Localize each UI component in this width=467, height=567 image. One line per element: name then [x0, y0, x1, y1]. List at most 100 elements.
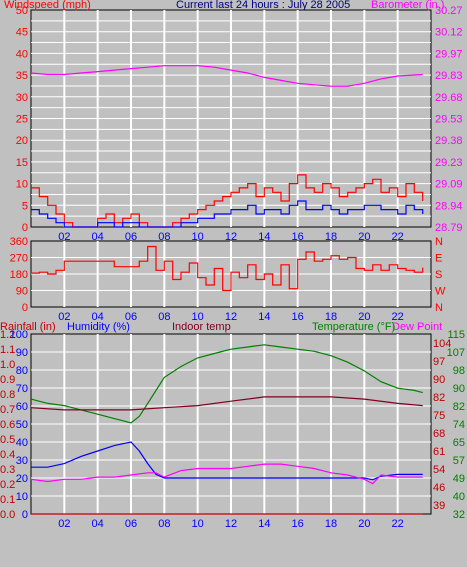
rain-tick-label: 0.0 — [0, 509, 15, 521]
rain-tick-label: 0.2 — [0, 479, 15, 491]
y-tick-label: W — [435, 286, 446, 298]
x-tick-label: 04 — [92, 231, 104, 243]
x-tick-label: 14 — [258, 311, 270, 323]
y-tick-label: 180 — [10, 269, 28, 281]
y-tick-label: 30 — [16, 92, 28, 104]
temp-tick-label-alt: 54 — [433, 464, 445, 476]
x-tick-label: 02 — [58, 518, 70, 530]
indoor-temp-legend: Indoor temp — [172, 321, 231, 333]
temp-tick-label-alt: 90 — [433, 374, 445, 386]
x-tick-label: 18 — [325, 231, 337, 243]
y-tick-label: 29.68 — [435, 92, 463, 104]
rainfall-legend: Rainfall (in) — [0, 321, 56, 333]
x-tick-label: 18 — [325, 311, 337, 323]
x-tick-label: 14 — [258, 231, 270, 243]
y-tick-label: 5 — [22, 200, 28, 212]
x-tick-label: 02 — [58, 231, 70, 243]
y-tick-label: 29.23 — [435, 157, 463, 169]
temp-tick-label: 57 — [453, 455, 465, 467]
x-tick-label: 10 — [192, 518, 204, 530]
x-tick-label: 12 — [225, 518, 237, 530]
rain-tick-label: 1.0 — [0, 359, 15, 371]
humidity-tick-label: 100 — [10, 329, 28, 341]
x-tick-label: 22 — [392, 311, 404, 323]
y-tick-label: 50 — [16, 5, 28, 17]
rain-tick-label: 0.6 — [0, 419, 15, 431]
indoor-temp-line — [30, 396, 423, 411]
humidity-tick-label: 0 — [22, 509, 28, 521]
temp-tick-label: 90 — [453, 383, 465, 395]
rain-tick-label: 1.1 — [0, 344, 15, 356]
humidity-line — [31, 441, 423, 481]
humidity-tick-label: 90 — [16, 347, 28, 359]
x-tick-label: 04 — [92, 311, 104, 323]
temp-tick-label-alt: 46 — [433, 482, 445, 494]
y-tick-label: 29.38 — [435, 135, 463, 147]
humidity-tick-label: 80 — [16, 365, 28, 377]
y-tick-label: 28.94 — [435, 200, 463, 212]
x-tick-label: 14 — [258, 518, 270, 530]
rain-tick-label: 0.7 — [0, 404, 15, 416]
rain-tick-label: 0.8 — [0, 389, 15, 401]
y-tick-label: 35 — [16, 70, 28, 82]
x-tick-label: 06 — [125, 231, 137, 243]
temp-tick-label-alt: 39 — [433, 500, 445, 512]
y-tick-label: 30.27 — [435, 5, 463, 17]
temp-tick-label-alt: 61 — [433, 446, 445, 458]
humidity-tick-label: 30 — [16, 455, 28, 467]
x-tick-label: 16 — [292, 231, 304, 243]
temp-tick-label: 115 — [447, 329, 465, 341]
x-tick-label: 12 — [225, 231, 237, 243]
x-tick-label: 04 — [92, 518, 104, 530]
x-tick-label: 20 — [358, 518, 370, 530]
temp-tick-label-alt: 97 — [433, 356, 445, 368]
rain-tick-label: 0.5 — [0, 434, 15, 446]
y-tick-label: 25 — [16, 114, 28, 126]
temp-tick-label: 49 — [453, 473, 465, 485]
y-tick-label: 28.79 — [435, 222, 463, 234]
temp-tick-label: 65 — [453, 437, 465, 449]
x-tick-label: 08 — [158, 518, 170, 530]
temp-tick-label-alt: 82 — [433, 392, 445, 404]
x-tick-label: 08 — [158, 231, 170, 243]
temperature-legend: Temperature (°F) — [312, 321, 395, 333]
barometer-line — [30, 65, 423, 87]
x-tick-label: 16 — [292, 518, 304, 530]
humidity-tick-label: 40 — [16, 437, 28, 449]
rain-tick-label: 0.3 — [0, 464, 15, 476]
humidity-tick-label: 10 — [16, 491, 28, 503]
x-tick-label: 22 — [392, 518, 404, 530]
wind-avg-line — [31, 200, 424, 228]
temp-tick-label: 40 — [453, 491, 465, 503]
temp-tick-label: 82 — [453, 401, 465, 413]
temp-tick-label-alt: 104 — [433, 338, 451, 350]
y-tick-label: 0 — [22, 302, 28, 314]
x-tick-label: 02 — [58, 311, 70, 323]
temp-tick-label-alt: 75 — [433, 410, 445, 422]
y-tick-label: 30.12 — [435, 27, 463, 39]
y-tick-label: 15 — [16, 157, 28, 169]
y-tick-label: 10 — [16, 179, 28, 191]
y-tick-label: 29.83 — [435, 70, 463, 82]
x-tick-label: 20 — [358, 231, 370, 243]
y-tick-label: 29.97 — [435, 48, 463, 60]
y-tick-label: 29.53 — [435, 114, 463, 126]
humidity-tick-label: 50 — [16, 419, 28, 431]
rain-tick-label: 1.2 — [0, 329, 15, 341]
y-tick-label: 45 — [16, 27, 28, 39]
x-tick-label: 10 — [192, 311, 204, 323]
rain-tick-label: 0.4 — [0, 449, 15, 461]
temp-tick-label-alt: 68 — [433, 428, 445, 440]
humidity-tick-label: 20 — [16, 473, 28, 485]
x-tick-label: 16 — [292, 311, 304, 323]
dew-point-line — [30, 463, 423, 485]
wind-gust-line — [31, 174, 424, 228]
temp-tick-label: 98 — [453, 365, 465, 377]
barometer-axis-label: Barometer (in.) — [371, 0, 444, 11]
x-tick-label: 18 — [325, 518, 337, 530]
y-tick-label: 0 — [22, 222, 28, 234]
y-tick-label: E — [435, 253, 442, 265]
rain-tick-label: 0.1 — [0, 494, 15, 506]
